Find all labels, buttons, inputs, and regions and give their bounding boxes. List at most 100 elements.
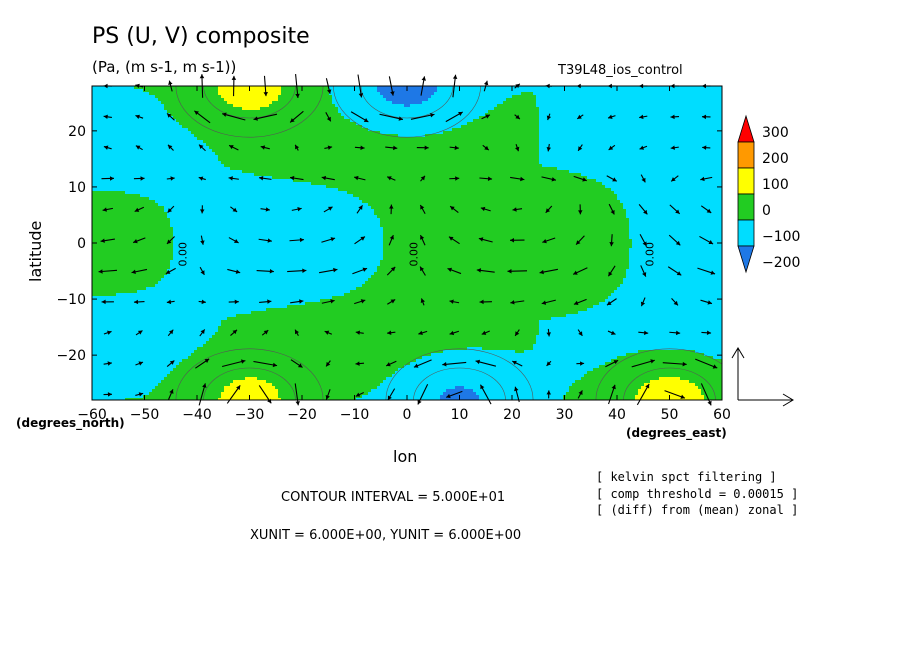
field-cell <box>200 287 204 291</box>
field-cell <box>107 95 111 99</box>
field-cell <box>92 161 96 165</box>
field-cell <box>179 131 183 135</box>
field-cell <box>116 101 120 105</box>
field-cell <box>119 356 123 360</box>
field-cell <box>155 296 159 300</box>
field-cell <box>131 356 135 360</box>
field-cell <box>104 308 108 312</box>
field-cell <box>134 203 138 207</box>
field-cell <box>224 89 228 93</box>
field-cell <box>113 206 117 210</box>
field-cell <box>146 326 150 330</box>
field-cell <box>104 305 108 309</box>
field-cell <box>164 308 168 312</box>
field-cell <box>104 203 108 207</box>
field-cell <box>104 236 108 240</box>
field-cell <box>140 140 144 144</box>
field-cell <box>110 290 114 294</box>
field-cell <box>101 272 105 276</box>
field-cell <box>104 86 108 90</box>
field-cell <box>167 92 171 96</box>
field-cell <box>143 296 147 300</box>
field-cell <box>203 236 207 240</box>
field-cell <box>182 98 186 102</box>
field-cell <box>218 356 222 360</box>
field-cell <box>218 341 222 345</box>
field-cell <box>164 377 168 381</box>
field-cell <box>101 110 105 114</box>
field-cell <box>107 353 111 357</box>
field-cell <box>215 353 219 357</box>
field-cell <box>131 191 135 195</box>
field-cell <box>224 320 228 324</box>
field-cell <box>215 146 219 150</box>
field-cell <box>185 368 189 372</box>
field-cell <box>161 158 165 162</box>
field-cell <box>197 398 201 400</box>
field-cell <box>212 152 216 156</box>
field-cell <box>113 389 117 393</box>
field-cell <box>140 362 144 366</box>
field-cell <box>191 257 195 261</box>
field-cell <box>212 371 216 375</box>
field-cell <box>113 257 117 261</box>
field-cell <box>188 359 192 363</box>
field-cell <box>119 98 123 102</box>
field-cell <box>146 329 150 333</box>
field-cell <box>200 239 204 243</box>
field-cell <box>137 107 141 111</box>
field-cell <box>158 86 162 90</box>
field-cell <box>107 137 111 141</box>
field-cell <box>212 263 216 267</box>
field-cell <box>182 332 186 336</box>
field-cell <box>185 233 189 237</box>
field-cell <box>161 191 165 195</box>
field-cell <box>122 146 126 150</box>
field-cell <box>122 245 126 249</box>
field-cell <box>119 182 123 186</box>
field-cell <box>149 227 153 231</box>
field-cell <box>176 296 180 300</box>
field-cell <box>200 218 204 222</box>
field-cell <box>107 275 111 279</box>
field-cell <box>209 209 213 213</box>
field-cell <box>212 209 216 213</box>
field-cell <box>179 137 183 141</box>
field-cell <box>110 185 114 189</box>
field-cell <box>164 152 168 156</box>
field-cell <box>134 254 138 258</box>
field-cell <box>173 152 177 156</box>
field-cell <box>197 104 201 108</box>
field-cell <box>152 344 156 348</box>
field-cell <box>233 194 237 198</box>
field-cell <box>173 134 177 138</box>
field-cell <box>125 182 129 186</box>
field-cell <box>209 206 213 210</box>
field-cell <box>224 326 228 330</box>
field-cell <box>98 197 102 201</box>
field-cell <box>197 149 201 153</box>
field-cell <box>170 308 174 312</box>
field-cell <box>170 131 174 135</box>
field-cell <box>182 113 186 117</box>
field-cell <box>197 191 201 195</box>
field-cell <box>224 278 228 282</box>
field-cell <box>146 332 150 336</box>
field-cell <box>140 209 144 213</box>
field-cell <box>155 92 159 96</box>
field-cell <box>194 260 198 264</box>
field-cell <box>155 392 159 396</box>
field-cell <box>125 362 129 366</box>
field-cell <box>137 206 141 210</box>
field-cell <box>161 251 165 255</box>
field-cell <box>188 170 192 174</box>
field-cell <box>116 224 120 228</box>
field-cell <box>107 290 111 294</box>
field-cell <box>179 347 183 351</box>
field-cell <box>233 227 237 231</box>
field-cell <box>101 167 105 171</box>
field-cell <box>206 275 210 279</box>
field-cell <box>110 389 114 393</box>
field-cell <box>194 326 198 330</box>
field-cell <box>197 272 201 276</box>
